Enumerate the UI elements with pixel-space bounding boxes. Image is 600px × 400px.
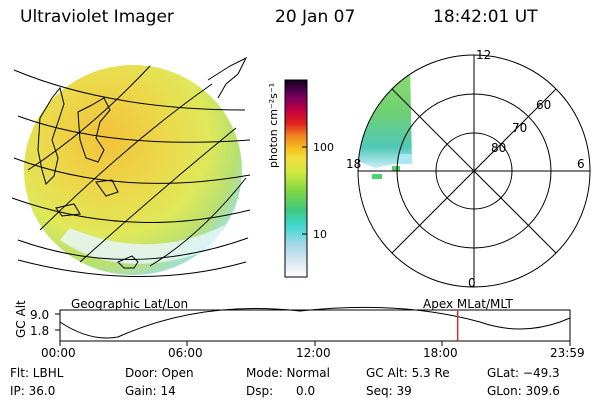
observation-time: 18:42:01 UT — [433, 7, 538, 27]
timeline-left-title: Geographic Lat/Lon — [71, 297, 189, 311]
earth-image — [11, 56, 251, 277]
info-geo-longitude: GLon: 309.6 — [487, 384, 560, 398]
timeline-y-tick-1-8: 1.8 — [30, 324, 50, 338]
info-gc-altitude: GC Alt: 5.3 Re — [366, 366, 450, 380]
colorbar-unit-label: photon cm⁻²s⁻¹ — [267, 82, 280, 168]
mlt-label-0: 0 — [468, 276, 476, 290]
info-ip: IP: 36.0 — [10, 384, 56, 398]
timeline-right-title: Apex MLat/MLT — [423, 297, 513, 311]
info-gain: Gain: 14 — [125, 384, 176, 398]
polar-plot — [357, 54, 591, 288]
timeline-x-tick-1800: 18:00 — [423, 346, 458, 360]
info-filter: Flt: LBHL — [10, 366, 64, 380]
colorbar — [284, 79, 308, 278]
observation-date: 20 Jan 07 — [275, 7, 356, 27]
info-mode: Mode: Normal — [246, 366, 330, 380]
timeline-x-tick-0600: 06:00 — [168, 346, 203, 360]
info-dsp: Dsp: 0.0 — [246, 384, 316, 398]
timeline-x-tick-0000: 00:00 — [41, 346, 76, 360]
mlt-label-18: 18 — [346, 157, 362, 171]
info-door: Door: Open — [125, 366, 194, 380]
mlat-label-60: 60 — [536, 98, 552, 112]
altitude-timeline — [55, 306, 571, 346]
mlt-label-12: 12 — [476, 48, 492, 62]
mlat-label-70: 70 — [512, 121, 528, 135]
colorbar-tick-10: 10 — [313, 228, 327, 241]
info-geo-latitude: GLat: −49.3 — [487, 366, 560, 380]
mlat-label-80: 80 — [491, 141, 507, 155]
timeline-y-tick-9: 9.0 — [30, 308, 50, 322]
colorbar-tick-100: 100 — [313, 141, 334, 154]
mlt-label-6: 6 — [577, 157, 585, 171]
instrument-title: Ultraviolet Imager — [20, 7, 174, 27]
info-sequence: Seq: 39 — [366, 384, 412, 398]
timeline-y-axis-label: GC Alt — [14, 300, 28, 338]
timeline-x-tick-2359: 23:59 — [550, 346, 585, 360]
timeline-x-tick-1200: 12:00 — [296, 346, 331, 360]
